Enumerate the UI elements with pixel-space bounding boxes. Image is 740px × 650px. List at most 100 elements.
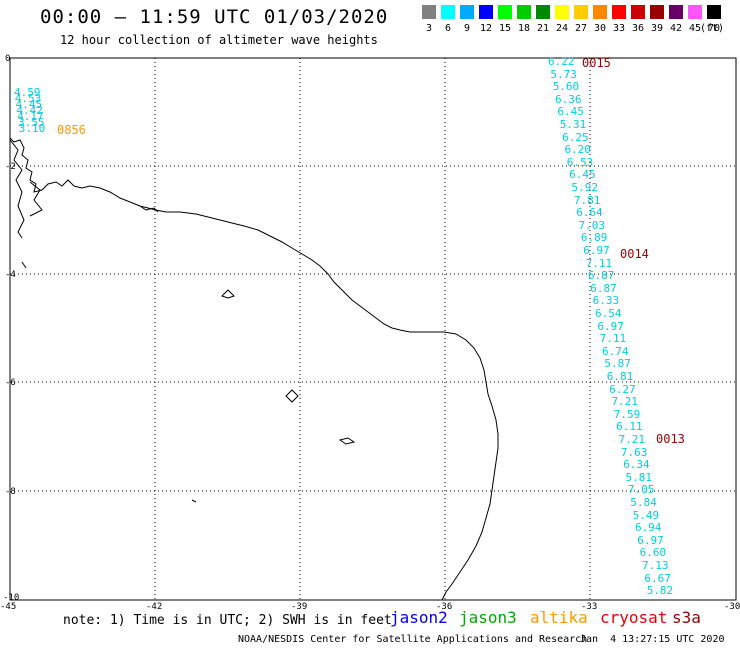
wave-height-value: 6.34 bbox=[623, 458, 650, 472]
wave-height-value: 6.45 bbox=[569, 168, 596, 182]
color-scale-label: 42 bbox=[670, 23, 683, 34]
figure-title: 00:00 – 11:59 UTC 01/03/2020 bbox=[40, 6, 389, 28]
longitude-tick-label: -42 bbox=[146, 602, 163, 612]
wave-height-value: 6.67 bbox=[644, 571, 671, 585]
latitude-tick-label: -10 bbox=[3, 593, 20, 603]
wave-height-value: 6.27 bbox=[609, 382, 636, 396]
map-frame bbox=[9, 57, 737, 601]
wave-height-value: 5.31 bbox=[559, 118, 587, 131]
wave-height-value: 7.21 bbox=[618, 433, 646, 446]
latitude-tick-label: -2 bbox=[5, 162, 16, 172]
color-swatch-42 bbox=[669, 5, 683, 19]
longitude-tick-label: -36 bbox=[436, 602, 453, 612]
wave-height-value: 3.55 bbox=[18, 116, 45, 129]
color-swatch-6 bbox=[441, 5, 455, 19]
wave-height-value: 5.84 bbox=[630, 496, 657, 509]
legend-jason2: jason2 bbox=[390, 608, 448, 627]
wave-height-value: 5.73 bbox=[550, 67, 577, 81]
wave-height-value: 6.64 bbox=[576, 206, 603, 220]
footer-timestamp: Jan 4 13:27:15 UTC 2020 bbox=[580, 634, 725, 645]
color-swatch-18 bbox=[517, 5, 531, 19]
color-scale-label: 3 bbox=[426, 23, 433, 34]
wave-height-value: 4.42 bbox=[16, 104, 43, 117]
color-swatch-30 bbox=[593, 5, 607, 19]
wave-height-value: 6.22 bbox=[548, 55, 575, 68]
longitude-tick-label: -39 bbox=[291, 602, 308, 612]
wave-height-value: 5.87 bbox=[604, 357, 631, 371]
wave-height-value: 7.05 bbox=[627, 483, 655, 497]
wave-height-value: 4.45 bbox=[15, 98, 43, 111]
wave-height-value: 6.60 bbox=[639, 546, 667, 560]
wave-height-value: 6.25 bbox=[562, 130, 589, 144]
wave-height-value: 6.81 bbox=[606, 370, 634, 383]
color-swatch-27 bbox=[574, 5, 588, 19]
color-scale-label: 30 bbox=[594, 23, 607, 34]
wave-height-value: 6.54 bbox=[595, 307, 622, 320]
figure-note: note: 1) Time is in UTC; 2) SWH is in fe… bbox=[63, 613, 392, 628]
color-scale-label: 21 bbox=[537, 23, 550, 34]
wave-height-value: 6.53 bbox=[566, 155, 594, 169]
pass-time-label: 0015 bbox=[582, 56, 611, 70]
color-swatch-21 bbox=[536, 5, 550, 19]
color-scale-label: 12 bbox=[480, 23, 493, 34]
color-scale-label: 24 bbox=[556, 23, 569, 34]
latitude-tick-label: 0 bbox=[5, 54, 11, 64]
color-swatch-36 bbox=[631, 5, 645, 19]
wave-height-value: 6.33 bbox=[592, 294, 620, 308]
map-grid bbox=[10, 58, 736, 600]
wave-height-value: 7.11 bbox=[599, 332, 627, 346]
wave-height-value: 4.53 bbox=[14, 92, 42, 105]
color-scale-label: 70 bbox=[708, 23, 721, 34]
wave-height-value: 4.59 bbox=[14, 86, 41, 99]
color-scale-label: 39 bbox=[651, 23, 664, 34]
wave-height-value: 6.87 bbox=[590, 281, 617, 295]
color-scale-unit: (ft) bbox=[700, 23, 725, 34]
legend-jason3: jason3 bbox=[459, 608, 517, 627]
wave-height-value: 5.82 bbox=[646, 584, 674, 598]
legend-s3a: s3a bbox=[672, 608, 701, 627]
latitude-tick-label: -4 bbox=[5, 270, 16, 280]
pass-time-label: 0856 bbox=[57, 123, 86, 137]
longitude-tick-label: -30 bbox=[724, 602, 740, 612]
color-swatch-70 bbox=[707, 5, 721, 19]
color-swatch-39 bbox=[650, 5, 664, 19]
color-scale-label: 33 bbox=[613, 23, 626, 34]
color-scale-label: 18 bbox=[518, 23, 531, 34]
wave-height-value: 5.81 bbox=[625, 470, 653, 484]
wave-height-value: 7.03 bbox=[578, 218, 606, 232]
wave-height-value: 6.89 bbox=[580, 231, 608, 245]
color-scale-label: 36 bbox=[632, 23, 645, 34]
latitude-tick-label: -6 bbox=[5, 378, 16, 388]
color-scale-label: 27 bbox=[575, 23, 588, 34]
legend-altika: altika bbox=[530, 608, 588, 627]
wave-height-value: 6.97 bbox=[637, 533, 664, 547]
wave-height-value: 6.97 bbox=[583, 244, 610, 257]
wave-height-value: 6.45 bbox=[557, 105, 584, 119]
color-swatch-24 bbox=[555, 5, 569, 19]
wave-height-value: 7.81 bbox=[573, 193, 601, 207]
pass-time-label: 0013 bbox=[656, 432, 685, 446]
wave-height-value: 7.59 bbox=[613, 407, 641, 421]
color-swatch-3 bbox=[422, 5, 436, 19]
wave-height-value: 5.60 bbox=[552, 80, 580, 94]
color-swatch-45 bbox=[688, 5, 702, 19]
wave-height-value: 3.10 bbox=[18, 122, 46, 135]
legend-cryosat: cryosat bbox=[600, 608, 668, 627]
wave-height-value: 4.17 bbox=[17, 110, 44, 123]
wave-height-value: 5.92 bbox=[571, 181, 599, 194]
wave-height-value: 6.36 bbox=[555, 92, 582, 106]
longitude-tick-label: -45 bbox=[0, 602, 17, 612]
latitude-tick-label: -8 bbox=[5, 487, 16, 497]
longitude-tick-label: -33 bbox=[581, 602, 598, 612]
color-scale-label: 15 bbox=[499, 23, 512, 34]
figure-subtitle: 12 hour collection of altimeter wave hei… bbox=[60, 33, 378, 47]
wave-height-value: 7.63 bbox=[620, 445, 648, 459]
color-swatch-15 bbox=[498, 5, 512, 19]
color-scale-label: 9 bbox=[464, 23, 471, 34]
wave-height-value: 7.21 bbox=[611, 395, 638, 409]
color-scale-label: 45 bbox=[689, 23, 702, 34]
wave-height-value: 6.94 bbox=[634, 521, 662, 535]
wave-height-value: 6.97 bbox=[597, 319, 624, 333]
